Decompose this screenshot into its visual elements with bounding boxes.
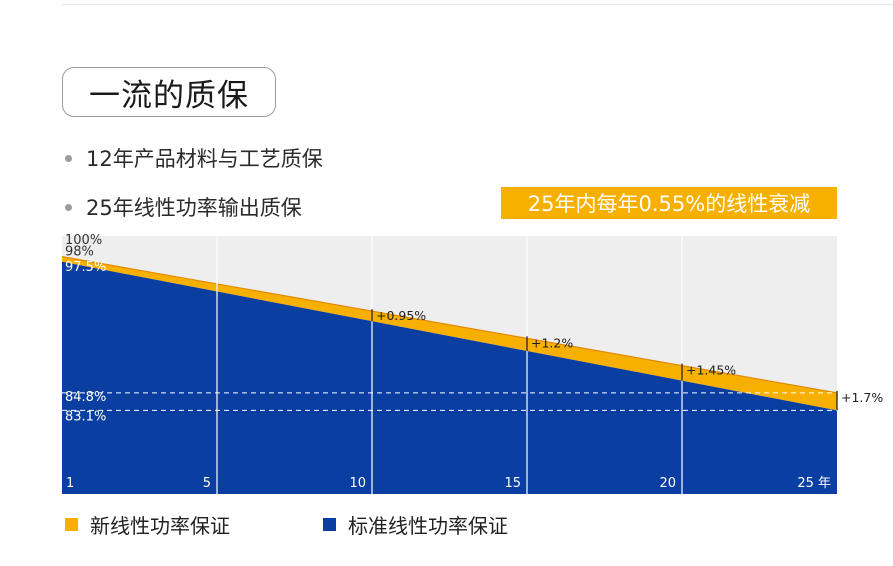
bullet-dot (65, 154, 72, 162)
legend-label-standard: 标准线性功率保证 (348, 514, 508, 538)
bullet-text: 12年产品材料与工艺质保 (86, 147, 323, 171)
series-area-new (62, 256, 837, 411)
x-axis-tick-label: 25 年 (797, 476, 831, 491)
legend-swatch-standard (323, 518, 336, 531)
annotation-label: +1.45% (686, 363, 736, 378)
x-axis-tick-label: 5 (203, 476, 211, 491)
legend-swatch-new (65, 518, 78, 531)
bullet-item: 25年线性功率输出质保 (65, 192, 302, 222)
page-title: 一流的质保 (62, 67, 276, 117)
x-axis-tick-label: 10 (349, 476, 366, 491)
series-area-standard (62, 261, 837, 494)
annotation-label: +1.7% (841, 390, 883, 405)
y-axis-label: 84.8% (65, 390, 106, 405)
annotation-label: +0.95% (376, 308, 426, 323)
bullet-text: 25年线性功率输出质保 (86, 196, 302, 220)
annotation-label: +1.2% (531, 335, 573, 350)
series-line-new (61, 256, 838, 394)
top-divider (62, 4, 893, 5)
x-axis-tick-label: 20 (659, 476, 676, 491)
y-axis-label: 83.1% (65, 409, 106, 424)
legend-item-standard: 标准线性功率保证 (323, 510, 508, 539)
y-axis-label: 100% (65, 233, 102, 248)
decay-highlight-badge: 25年内每年0.55%的线性衰减 (501, 187, 837, 219)
y-axis-label: 98% (65, 245, 94, 260)
legend-item-new: 新线性功率保证 (65, 510, 230, 539)
x-axis-tick-label: 1 (66, 476, 74, 491)
y-axis-label: 97.5% (65, 260, 106, 275)
legend-label-new: 新线性功率保证 (90, 514, 230, 538)
bullet-item: 12年产品材料与工艺质保 (65, 143, 323, 173)
x-axis-tick-label: 15 (504, 476, 521, 491)
bullet-dot (65, 203, 72, 211)
